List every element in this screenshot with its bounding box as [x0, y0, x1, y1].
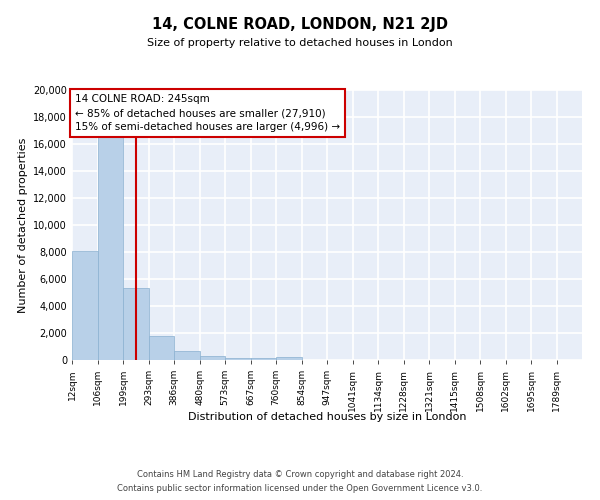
Bar: [200, 356, 225, 360]
Bar: [174, 351, 200, 360]
Bar: [123, 288, 149, 360]
Y-axis label: Number of detached properties: Number of detached properties: [18, 138, 28, 312]
Text: 14, COLNE ROAD, LONDON, N21 2JD: 14, COLNE ROAD, LONDON, N21 2JD: [152, 18, 448, 32]
Text: Contains public sector information licensed under the Open Government Licence v3: Contains public sector information licen…: [118, 484, 482, 493]
Bar: [276, 358, 302, 360]
Bar: [225, 358, 251, 360]
Text: Distribution of detached houses by size in London: Distribution of detached houses by size …: [188, 412, 466, 422]
Bar: [251, 358, 276, 360]
Text: Size of property relative to detached houses in London: Size of property relative to detached ho…: [147, 38, 453, 48]
Bar: [72, 250, 98, 360]
Bar: [149, 336, 174, 360]
Text: Contains HM Land Registry data © Crown copyright and database right 2024.: Contains HM Land Registry data © Crown c…: [137, 470, 463, 479]
Bar: [98, 136, 123, 360]
Text: 14 COLNE ROAD: 245sqm
← 85% of detached houses are smaller (27,910)
15% of semi-: 14 COLNE ROAD: 245sqm ← 85% of detached …: [75, 94, 340, 132]
